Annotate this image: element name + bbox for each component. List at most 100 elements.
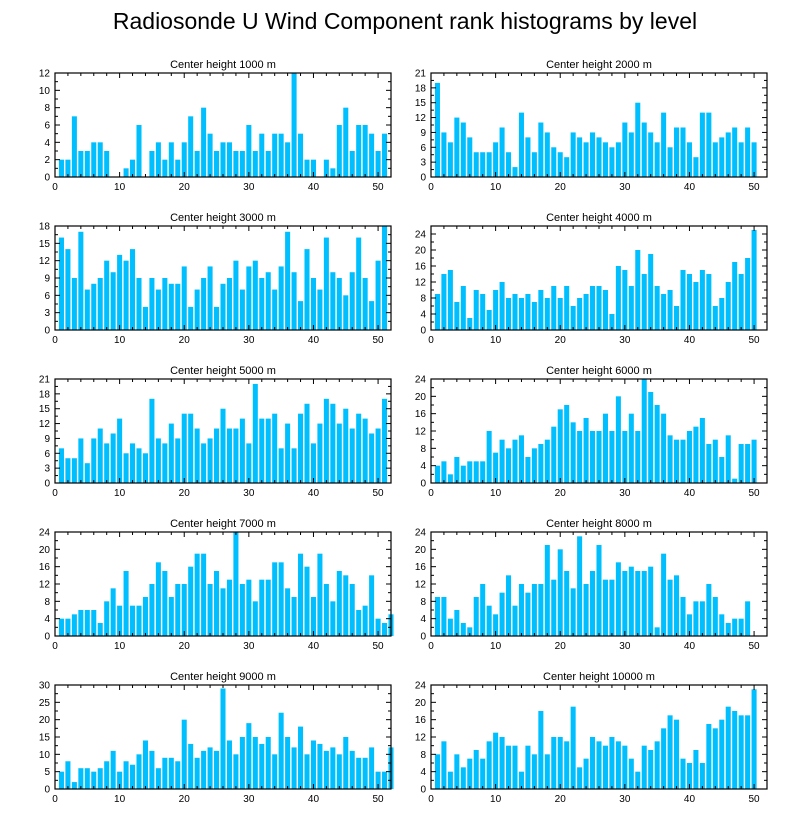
histogram-bar [460, 122, 466, 177]
y-tick-label: 6 [44, 121, 50, 132]
histogram-bar [155, 289, 161, 330]
histogram-bar [317, 553, 323, 636]
histogram-bar [693, 157, 699, 177]
histogram-bar [596, 741, 602, 789]
histogram-bar [97, 428, 103, 483]
histogram-bar [117, 771, 123, 789]
x-tick-label: 10 [114, 335, 126, 346]
histogram-bar [506, 575, 512, 636]
y-tick-label: 6 [420, 143, 426, 154]
histogram-bar [84, 463, 90, 483]
x-tick-label: 40 [308, 182, 320, 193]
histogram-bar [460, 286, 466, 330]
x-tick-label: 30 [619, 794, 631, 805]
histogram-bar [538, 122, 544, 177]
histogram-bar [602, 579, 608, 636]
histogram-bar [162, 443, 168, 483]
x-tick-label: 0 [428, 641, 434, 652]
histogram-bar [564, 571, 570, 636]
histogram-bar [188, 306, 194, 330]
histogram-bar [525, 592, 531, 636]
histogram-bar [693, 750, 699, 789]
histogram-bar [635, 571, 641, 636]
histogram-bar [265, 272, 271, 330]
histogram-bar [207, 584, 213, 636]
histogram-bar [641, 571, 647, 636]
histogram-bar [667, 290, 673, 330]
histogram-bar [149, 278, 155, 330]
histogram-bar [65, 159, 71, 177]
panel-title: Center height 2000 m [546, 59, 652, 71]
histogram-bar [220, 588, 226, 636]
histogram-bar [323, 750, 329, 789]
histogram-bar [362, 278, 368, 330]
histogram-bar [674, 719, 680, 789]
histogram-bar [525, 137, 531, 177]
histogram-bar [745, 258, 751, 330]
histogram-bar [194, 151, 200, 177]
histogram-bar [680, 597, 686, 636]
histogram-bar [362, 125, 368, 177]
histogram-bar [661, 413, 667, 483]
histogram-bar [551, 737, 557, 789]
histogram-bar [486, 152, 492, 177]
histogram-bar [97, 278, 103, 330]
histogram-bar [635, 250, 641, 330]
histogram-bar [609, 579, 615, 636]
histogram-bar [375, 151, 381, 177]
histogram-bar [467, 137, 473, 177]
histogram-bar [343, 107, 349, 177]
y-tick-label: 12 [39, 256, 51, 267]
x-tick-label: 20 [555, 182, 567, 193]
histogram-bar [285, 588, 291, 636]
y-tick-label: 0 [44, 632, 50, 643]
y-tick-label: 25 [39, 698, 51, 709]
histogram-bar [738, 715, 744, 789]
histogram-bar [441, 597, 447, 636]
y-tick-label: 6 [44, 449, 50, 460]
histogram-bar [693, 282, 699, 330]
x-tick-label: 50 [749, 641, 761, 652]
histogram-bar [310, 159, 316, 177]
y-tick-label: 4 [44, 614, 50, 625]
y-tick-label: 10 [39, 86, 51, 97]
x-tick-label: 0 [52, 641, 58, 652]
x-tick-label: 10 [114, 488, 126, 499]
histogram-bar [745, 601, 751, 636]
histogram-bar [557, 737, 563, 789]
histogram-bar [686, 431, 692, 483]
histogram-bar [349, 750, 355, 789]
histogram-bar [641, 274, 647, 330]
histogram-bar [58, 237, 64, 330]
histogram-bar [233, 151, 239, 177]
histogram-bar [441, 274, 447, 330]
histogram-bar [441, 132, 447, 177]
histogram-bar [661, 553, 667, 636]
histogram-bar [506, 448, 512, 483]
histogram-bar [680, 270, 686, 330]
x-tick-label: 10 [114, 794, 126, 805]
chart-panel: Center height 6000 m 0 10 20 30 40 50 0 4 8 12 16 20… [415, 365, 768, 499]
y-tick-label: 0 [420, 479, 426, 490]
histogram-bar [551, 286, 557, 330]
panel-title: Center height 8000 m [546, 518, 652, 530]
histogram-bar [136, 278, 142, 330]
y-tick-label: 0 [420, 326, 426, 337]
histogram-bar [725, 435, 731, 483]
histogram-bar [531, 754, 537, 789]
histogram-bar [725, 132, 731, 177]
chart-panel: Center height 1000 m 0 10 20 30 40 50 0 2 4 6 8 10 12 [39, 59, 392, 193]
histogram-bar [226, 740, 232, 789]
histogram-bar [447, 270, 453, 330]
histogram-bar [686, 274, 692, 330]
histogram-bar [518, 435, 524, 483]
histogram-bar [635, 431, 641, 483]
histogram-bar [622, 270, 628, 330]
histogram-bar [343, 575, 349, 636]
y-tick-label: 15 [39, 404, 51, 415]
histogram-bar [447, 618, 453, 636]
y-tick-label: 3 [44, 308, 50, 319]
x-tick-label: 0 [428, 335, 434, 346]
histogram-bar [434, 294, 440, 330]
histogram-bar [298, 413, 304, 483]
